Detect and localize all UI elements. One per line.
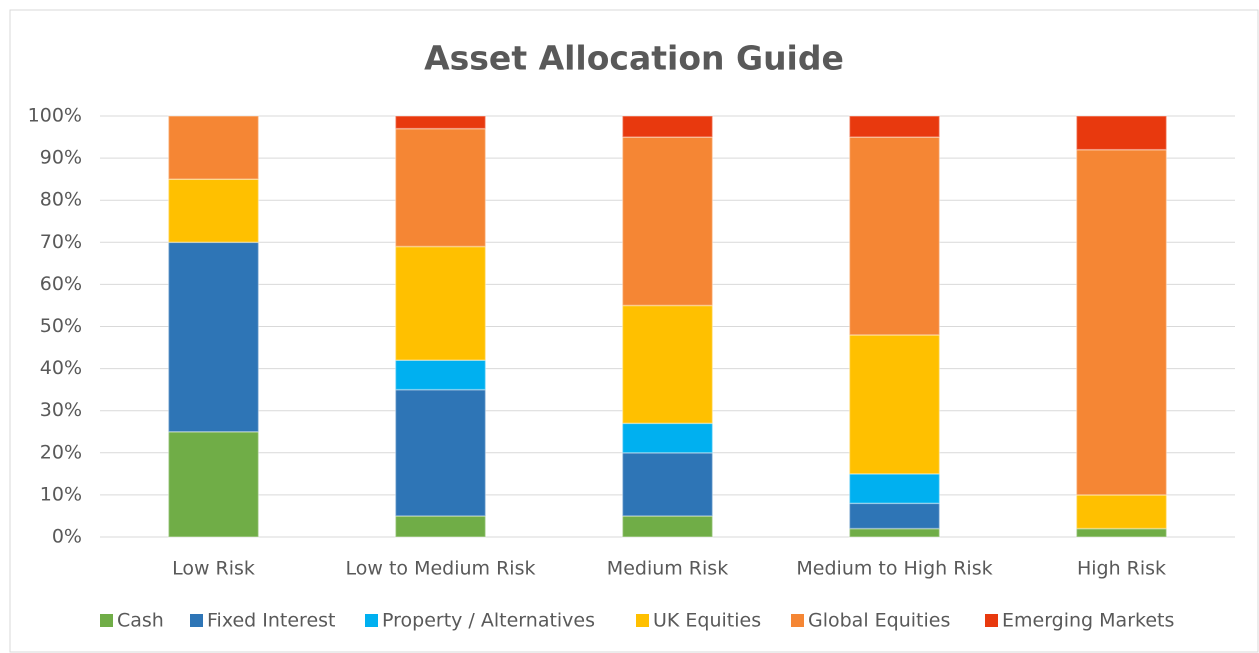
legend-label: Fixed Interest <box>207 610 336 632</box>
bar-segment <box>621 304 714 425</box>
y-tick-label: 80% <box>40 189 82 211</box>
bar-segment <box>167 115 260 180</box>
legend-swatch <box>190 614 203 627</box>
bar-segment <box>394 127 487 248</box>
bar-segment <box>848 136 941 336</box>
x-tick-label: Medium Risk <box>607 558 728 580</box>
y-tick-label: 0% <box>52 526 82 548</box>
y-tick-label: 70% <box>40 231 82 253</box>
bar-segment <box>1075 494 1168 530</box>
bar-segment <box>621 452 714 517</box>
y-tick-label: 30% <box>40 399 82 421</box>
bar-segment <box>848 473 941 505</box>
x-tick-label: Low Risk <box>172 558 255 580</box>
legend-label: Emerging Markets <box>1002 610 1174 632</box>
x-tick-label: High Risk <box>1077 558 1166 580</box>
y-tick-label: 50% <box>40 315 82 337</box>
legend-label: UK Equities <box>653 610 761 632</box>
legend-label: Cash <box>117 610 164 632</box>
y-tick-label: 60% <box>40 273 82 295</box>
x-tick-label: Low to Medium Risk <box>346 558 536 580</box>
bar-segment <box>394 245 487 361</box>
x-tick-label: Medium to High Risk <box>796 558 992 580</box>
bar-segment <box>1075 527 1168 538</box>
legend-swatch <box>985 614 998 627</box>
bar-segment <box>394 115 487 130</box>
legend-label: Property / Alternatives <box>382 610 595 632</box>
bar-segment <box>167 178 260 244</box>
bar-segment <box>394 515 487 538</box>
bar-segment <box>394 359 487 391</box>
legend-swatch <box>365 614 378 627</box>
chart-title: Asset Allocation Guide <box>424 39 844 78</box>
bar-segment <box>167 241 260 433</box>
y-tick-label: 20% <box>40 441 82 463</box>
legend-swatch <box>791 614 804 627</box>
bar-segment <box>621 115 714 138</box>
legend-swatch <box>100 614 113 627</box>
y-tick-label: 40% <box>40 357 82 379</box>
bar-segment <box>394 388 487 517</box>
y-tick-label: 90% <box>40 147 82 169</box>
bar-segment <box>621 515 714 538</box>
bar-segment <box>621 422 714 454</box>
bar-segment <box>848 334 941 475</box>
bar-segment <box>848 115 941 138</box>
legend-label: Global Equities <box>808 610 950 632</box>
bar-segment <box>167 431 260 538</box>
legend-swatch <box>636 614 649 627</box>
bar-segment <box>1075 115 1168 151</box>
bar-segment <box>848 527 941 538</box>
bar-segment <box>621 136 714 307</box>
y-tick-label: 10% <box>40 483 82 505</box>
bar-segment <box>1075 148 1168 496</box>
y-tick-label: 100% <box>28 105 82 127</box>
bar-segment <box>848 502 941 530</box>
